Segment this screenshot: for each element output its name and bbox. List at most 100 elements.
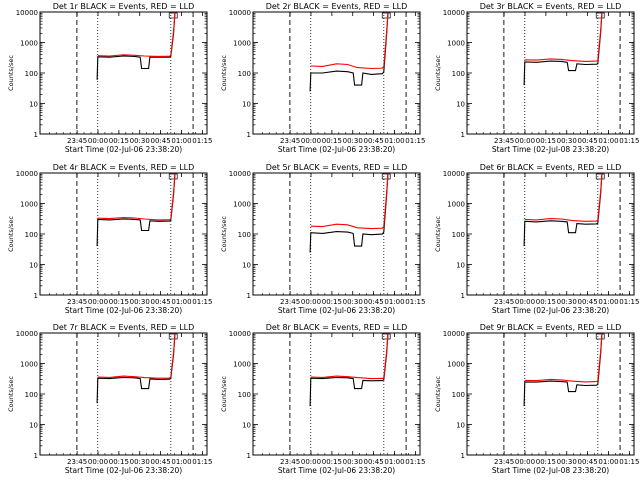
x-axis-label: Start Time (02-Jul-06 23:38:20) xyxy=(278,145,395,154)
plot-frame xyxy=(39,11,208,135)
y-tick-label: 1000 xyxy=(447,201,465,209)
x-tick-label: 00:15 xyxy=(322,458,342,466)
y-tick-label: 100 xyxy=(25,391,38,399)
y-tick-label: 100 xyxy=(25,70,38,78)
y-axis-label: Counts/sec xyxy=(434,216,442,252)
x-tick-label: 23:45 xyxy=(280,458,300,466)
x-tick-label: 23:45 xyxy=(67,137,87,145)
y-tick-label: 1 xyxy=(247,292,251,300)
x-axis-label: Start Time (02-Jul-06 23:38:20) xyxy=(65,145,182,154)
x-axis-label: Start Time (02-Jul-06 23:38:20) xyxy=(65,306,182,315)
x-tick-label: 00:00 xyxy=(88,298,108,306)
x-tick-label: 01:00 xyxy=(598,137,618,145)
x-tick-label: 00:30 xyxy=(557,137,577,145)
series-line-black xyxy=(96,11,176,80)
x-tick-label: 00:30 xyxy=(130,458,150,466)
x-tick-label: 23:45 xyxy=(280,137,300,145)
x-tick-label: 01:00 xyxy=(171,137,191,145)
x-axis-label: Start Time (02-Jul-08 23:38:20) xyxy=(492,145,609,154)
saa-marker-box xyxy=(381,333,391,340)
y-tick-label: 10000 xyxy=(16,9,38,17)
x-tick-label: 00:30 xyxy=(343,458,363,466)
y-tick-label: 10000 xyxy=(16,330,38,338)
y-axis-label: Counts/sec xyxy=(220,55,228,91)
x-tick-label: 00:45 xyxy=(364,137,384,145)
y-tick-label: 1000 xyxy=(233,40,251,48)
panel-title: Det 3r BLACK = Events, RED = LLD xyxy=(480,2,622,11)
x-tick-label: 01:00 xyxy=(598,298,618,306)
y-tick-label: 1 xyxy=(461,131,465,139)
x-axis-label: Start Time (02-Jul-06 23:38:20) xyxy=(492,306,609,315)
saa-marker-box xyxy=(595,333,605,340)
y-axis-label: Counts/sec xyxy=(7,376,15,412)
y-axis-label: Counts/sec xyxy=(220,376,228,412)
x-tick-label: 00:00 xyxy=(515,458,535,466)
y-axis-label: Counts/sec xyxy=(7,216,15,252)
y-tick-label: 1 xyxy=(247,452,251,460)
y-tick-label: 10 xyxy=(456,262,465,270)
series-line-black xyxy=(523,172,603,247)
x-tick-label: 01:15 xyxy=(619,137,639,145)
y-tick-label: 1 xyxy=(461,292,465,300)
saa-marker-box xyxy=(595,173,605,180)
series-line-black xyxy=(96,172,176,247)
y-tick-label: 1 xyxy=(34,131,38,139)
x-tick-label: 01:00 xyxy=(171,458,191,466)
series-line-red xyxy=(97,172,176,221)
panel-title: Det 8r BLACK = Events, RED = LLD xyxy=(266,323,408,332)
x-tick-label: 00:45 xyxy=(364,298,384,306)
panel-3: Det 3r BLACK = Events, RED = LLD 1 10 100 10… xyxy=(434,2,639,154)
saa-marker-box xyxy=(381,173,391,180)
panel-5: Det 5r BLACK = Events, RED = LLD 1 10 100 10… xyxy=(220,163,425,315)
y-tick-label: 10 xyxy=(29,262,38,270)
saa-marker-box xyxy=(168,173,178,180)
x-tick-label: 00:15 xyxy=(109,298,129,306)
panel-6: Det 6r BLACK = Events, RED = LLD 1 10 100 10… xyxy=(434,163,639,315)
x-tick-label: 00:30 xyxy=(343,137,363,145)
saa-marker-box xyxy=(595,12,605,19)
series-line-red xyxy=(97,11,176,57)
x-tick-label: 01:00 xyxy=(171,298,191,306)
x-tick-label: 00:15 xyxy=(536,298,556,306)
panel-title: Det 1r BLACK = Events, RED = LLD xyxy=(53,2,195,11)
x-tick-label: 00:00 xyxy=(301,298,321,306)
x-tick-label: 23:45 xyxy=(67,298,87,306)
panel-4: Det 4r BLACK = Events, RED = LLD 1 10 100 10… xyxy=(7,163,212,315)
panel-title: Det 6r BLACK = Events, RED = LLD xyxy=(480,163,622,172)
panel-title: Det 7r BLACK = Events, RED = LLD xyxy=(53,323,195,332)
series-line-black xyxy=(309,332,389,407)
y-tick-label: 1 xyxy=(461,452,465,460)
y-axis-label: Counts/sec xyxy=(434,55,442,91)
series-line-black xyxy=(523,11,603,86)
x-tick-label: 01:00 xyxy=(384,458,404,466)
y-tick-label: 1 xyxy=(34,452,38,460)
y-tick-label: 10 xyxy=(242,101,251,109)
x-tick-label: 01:15 xyxy=(405,298,425,306)
saa-marker-box xyxy=(381,12,391,19)
x-tick-label: 00:45 xyxy=(151,298,171,306)
y-tick-label: 1000 xyxy=(20,201,38,209)
y-tick-label: 10 xyxy=(242,262,251,270)
x-tick-label: 00:00 xyxy=(88,458,108,466)
series-line-red xyxy=(310,11,389,70)
series-line-red xyxy=(310,172,389,230)
y-tick-label: 10000 xyxy=(229,9,251,17)
x-tick-label: 00:15 xyxy=(536,458,556,466)
x-tick-label: 01:15 xyxy=(405,458,425,466)
y-tick-label: 1000 xyxy=(20,40,38,48)
y-tick-label: 10000 xyxy=(443,170,465,178)
x-tick-label: 23:45 xyxy=(280,298,300,306)
plot-frame xyxy=(39,332,208,456)
x-tick-label: 00:00 xyxy=(301,137,321,145)
x-tick-label: 00:30 xyxy=(130,137,150,145)
x-tick-label: 00:45 xyxy=(578,458,598,466)
x-tick-label: 00:30 xyxy=(343,298,363,306)
x-tick-label: 01:15 xyxy=(192,458,212,466)
x-tick-label: 00:00 xyxy=(88,137,108,145)
series-line-red xyxy=(524,11,603,62)
x-tick-label: 01:00 xyxy=(384,298,404,306)
y-tick-label: 100 xyxy=(238,70,251,78)
y-tick-label: 10 xyxy=(29,422,38,430)
panel-title: Det 9r BLACK = Events, RED = LLD xyxy=(480,323,622,332)
